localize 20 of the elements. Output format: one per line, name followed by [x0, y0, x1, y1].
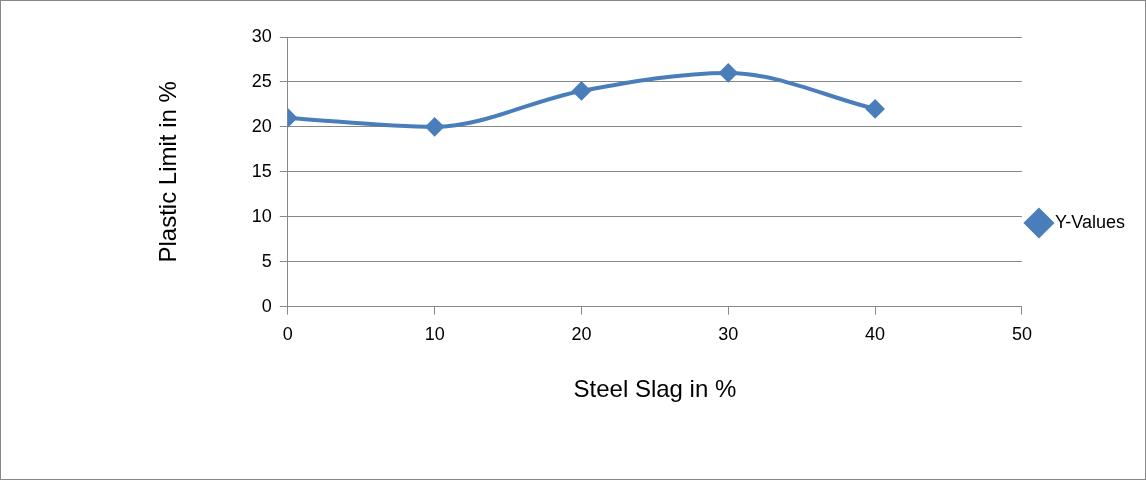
y-tick-label: 0 [261, 295, 272, 316]
legend-label: Y-Values [1054, 211, 1126, 232]
y-tick-label: 10 [251, 205, 272, 226]
y-tick-label: 15 [251, 160, 272, 181]
x-tick-label: 50 [1011, 324, 1032, 345]
point [866, 99, 885, 118]
x-tick-label: 0 [282, 324, 293, 345]
x-tick-label: 20 [571, 324, 592, 345]
point [572, 81, 591, 100]
y-tick-label: 30 [251, 25, 272, 46]
x-tick-label: 30 [718, 324, 739, 345]
y-axis-title: Plastic Limit in % [154, 81, 182, 263]
x-tick-label: 10 [424, 324, 445, 345]
x-axis-title: Steel Slag in % [573, 375, 737, 403]
y-tick-label: 25 [251, 70, 272, 91]
y-tick-label: 5 [261, 250, 272, 271]
x-tick-label: 40 [865, 324, 886, 345]
point [425, 117, 444, 136]
y-tick-label: 20 [251, 115, 272, 136]
point [719, 63, 738, 82]
